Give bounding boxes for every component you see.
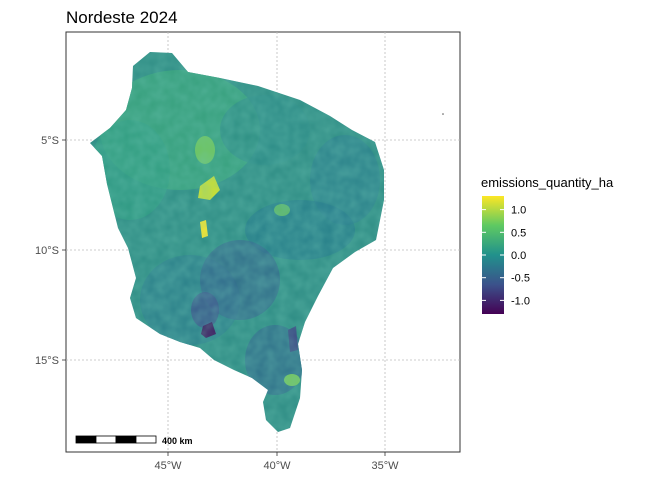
x-axis: [167, 452, 386, 456]
x-tick-label-45w: 45°W: [154, 460, 182, 472]
legend-ticks: 1.0 0.5 0.0 -0.5 -1.0: [482, 205, 530, 307]
x-tick-label-35w: 35°W: [371, 460, 399, 472]
legend-tick-label: 0.5: [511, 227, 526, 239]
legend-tick-label: 0.0: [511, 250, 526, 262]
scale-seg-4: [135, 435, 157, 444]
scale-seg-1: [75, 435, 97, 444]
legend-tick-label: -0.5: [511, 273, 530, 285]
scale-seg-2: [95, 435, 117, 444]
legend-colorbar: [482, 196, 504, 314]
scale-bar-label: 400 km: [162, 436, 193, 446]
scale-seg-3: [115, 435, 137, 444]
x-tick-label-40w: 40°W: [263, 460, 291, 472]
island-dot: [442, 113, 444, 115]
legend: emissions_quantity_ha 1.0 0.5 0.0 -0.5 -1.0: [481, 175, 614, 314]
map-title: Nordeste 2024: [66, 8, 178, 27]
legend-tick-label: 1.0: [511, 205, 526, 217]
scale-bar: 400 km: [75, 435, 193, 446]
legend-tick-label: -1.0: [511, 295, 530, 307]
legend-title: emissions_quantity_ha: [481, 175, 614, 190]
y-tick-label-15s: 15°S: [35, 355, 59, 367]
y-axis: [62, 139, 66, 361]
y-tick-label-10s: 10°S: [35, 245, 59, 257]
y-tick-label-5s: 5°S: [41, 135, 59, 147]
